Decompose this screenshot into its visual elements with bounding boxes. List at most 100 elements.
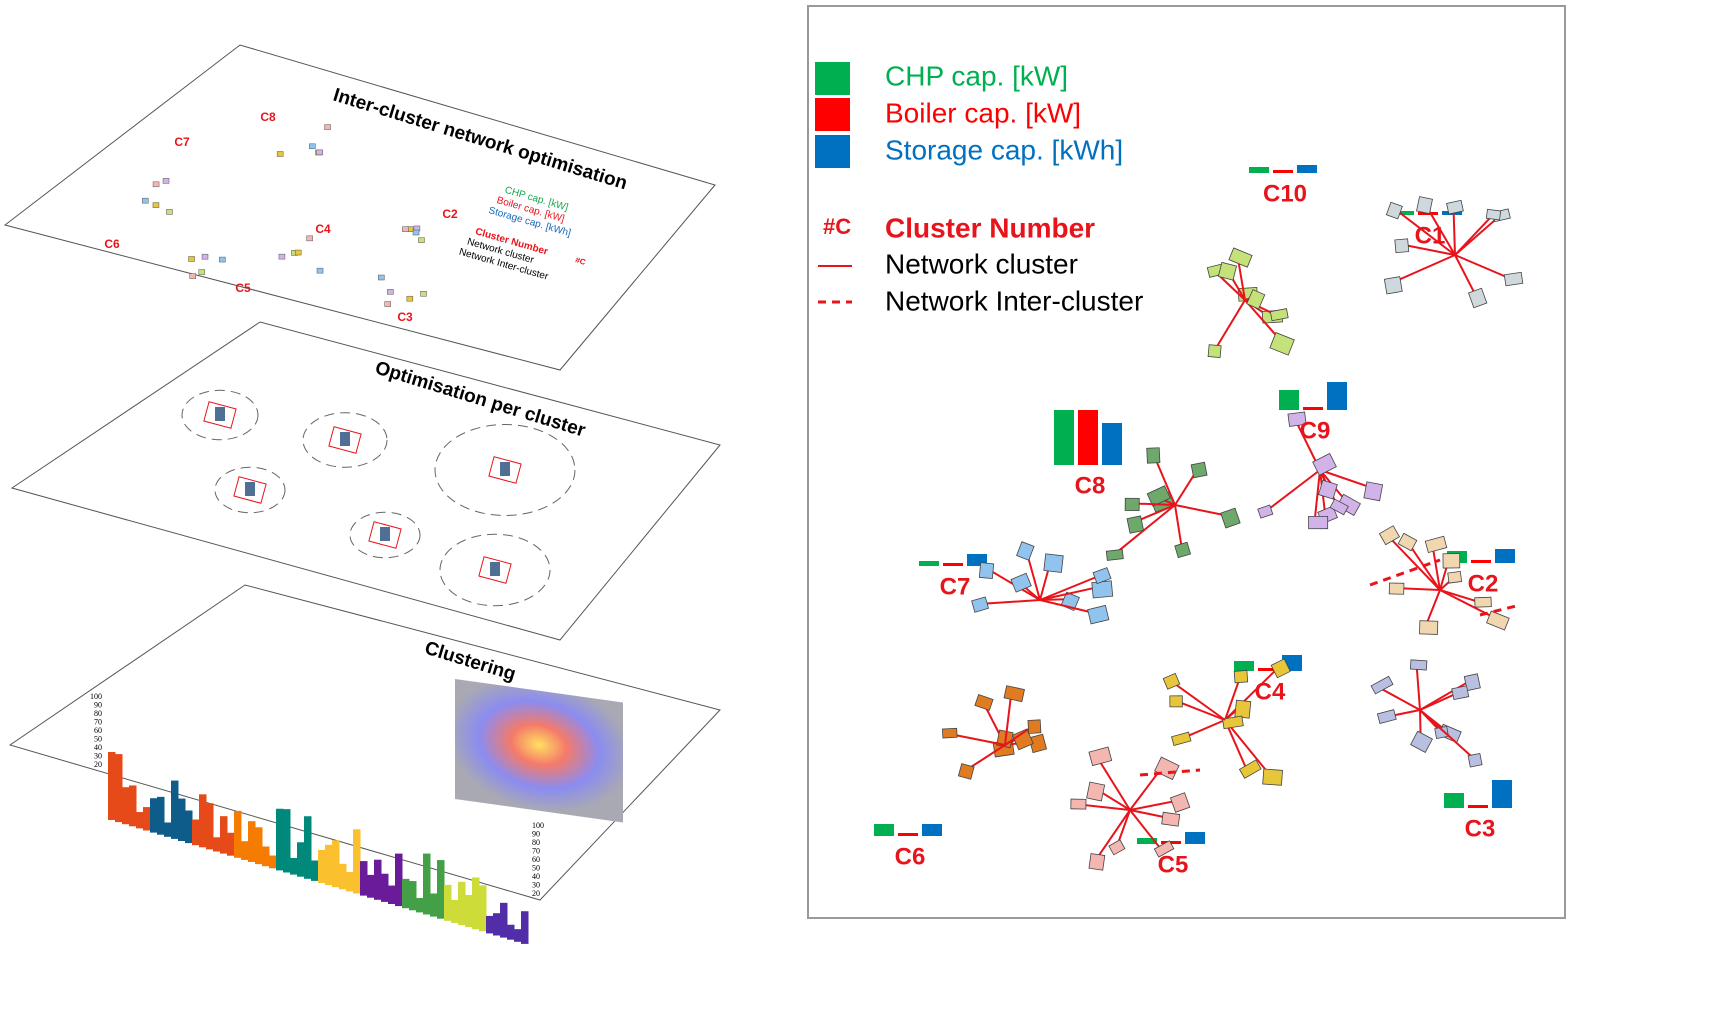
figure: Inter-cluster network optimisation Optim… [0,0,1719,1009]
building [1389,583,1404,594]
legend-text: Storage cap. [kWh] [885,134,1123,165]
cluster-label: C7 [174,135,190,149]
cluster-label: C5 [235,281,251,295]
legend-swatch [815,98,850,131]
hist-bar [108,752,116,820]
hist-bar [143,807,151,830]
cluster-label: C3 [397,310,413,324]
cluster-label: C2 [1468,570,1499,597]
building [1384,277,1402,294]
building [166,209,172,214]
building [1191,462,1207,478]
building [1504,272,1523,286]
building [1127,516,1144,533]
capacity-glyph [1303,407,1323,410]
capacity-glyph [1234,661,1254,671]
building [340,432,350,446]
building [1468,753,1482,767]
capacity-glyph [1273,170,1293,173]
hist-bar [276,809,284,871]
hist-bar [521,911,529,944]
hist-bar [353,829,361,893]
hist-bar [395,854,403,907]
capacity-glyph [1492,780,1512,808]
building [418,238,424,243]
building [1452,686,1469,700]
building [407,296,413,301]
hist-bar [451,900,459,923]
capacity-glyph [1102,423,1122,465]
legend-text: Cluster Number [885,212,1095,243]
capacity-glyph [922,824,942,836]
cluster-label: C2 [442,207,458,221]
building [199,270,205,275]
capacity-glyph [874,824,894,836]
building [1486,209,1500,220]
hist-bar [325,845,333,885]
plane-middle [12,322,720,640]
hist-bar [493,913,501,935]
hist-bar [318,850,326,883]
hist-bar [227,833,235,856]
cluster-label: C10 [1263,180,1307,207]
hist-bar [360,861,368,896]
capacity-glyph [1327,382,1347,410]
cluster-label: C6 [895,843,926,870]
capacity-glyph [1495,549,1515,563]
building [307,236,313,241]
building [277,151,283,156]
hist-bar [416,898,424,912]
cluster-label: C9 [1300,417,1331,444]
hist-bar [430,893,438,916]
hist-bar [248,821,256,862]
building [1087,782,1105,801]
legend-swatch [815,135,850,168]
hist-bar [297,842,305,876]
building [490,562,500,576]
hist-bar [500,903,508,938]
building [378,275,384,280]
building [1417,197,1433,214]
legend-text: Boiler cap. [kW] [885,97,1081,128]
hist-bar [507,925,515,940]
capacity-glyph [1471,560,1491,563]
building [309,144,315,149]
building [202,254,208,259]
hist-bar [339,864,347,889]
building [1208,345,1221,358]
building [245,482,255,496]
building [295,250,301,255]
hist-bar [269,856,277,869]
building [1170,696,1182,707]
building [1106,549,1123,560]
capacity-glyph [1054,410,1074,465]
hist-bar [472,877,480,929]
building [215,407,225,421]
hist-bar [458,882,466,925]
building [380,527,390,541]
building [979,563,993,579]
hist-bar [164,822,172,836]
building [420,291,426,296]
building [279,254,285,259]
capacity-glyph [1078,410,1098,465]
capacity-glyph [898,833,918,836]
building [1147,448,1160,463]
legend-swatch [815,62,850,95]
building [325,125,331,130]
hist-bar [129,785,137,826]
hist-bar [290,858,298,875]
hist-bar [185,811,193,844]
hist-bar [374,860,382,900]
hist-bar [234,811,242,858]
hist-bar [423,854,431,915]
hist-bar [367,875,375,898]
hist-bar [122,787,130,824]
cluster-label: C8 [1075,472,1106,499]
hist-bar [444,885,452,921]
hist-bar [332,840,340,887]
building [153,203,159,208]
building [1092,581,1113,598]
cluster-label: C5 [1158,851,1189,878]
layer-stack: Inter-cluster network optimisation Optim… [5,45,720,944]
